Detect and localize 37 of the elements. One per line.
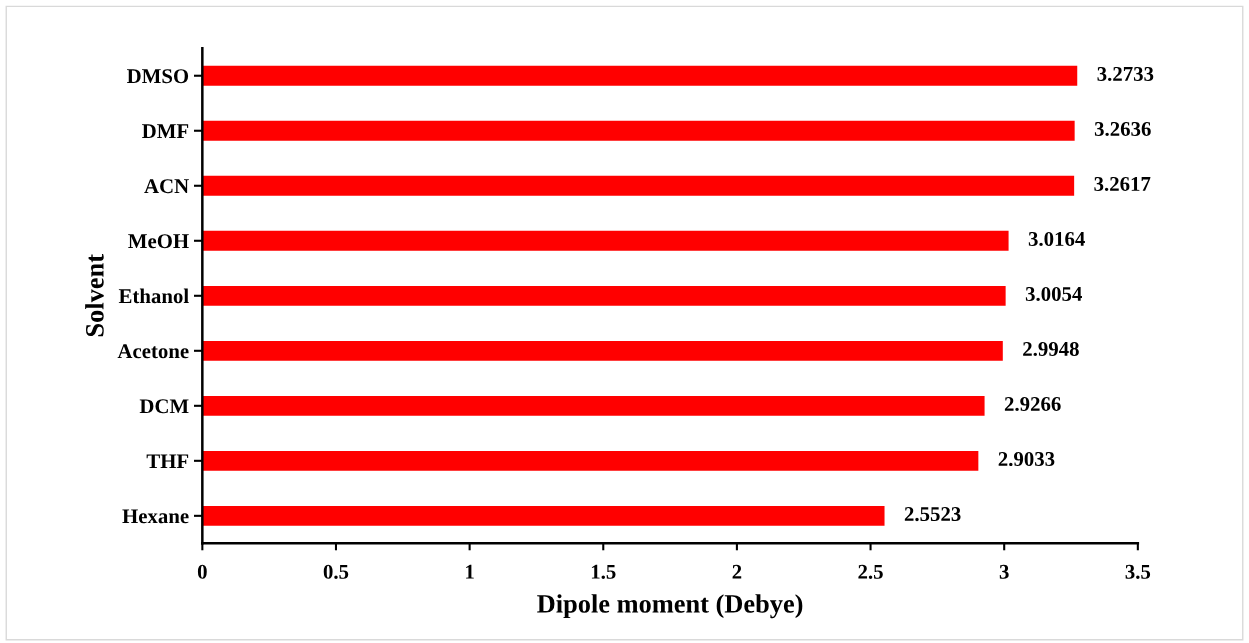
y-tick-label: DMF [142, 124, 189, 139]
data-label: 3.2733 [1097, 66, 1154, 82]
bar [202, 395, 985, 416]
x-tick-label: 1.5 [591, 564, 616, 579]
y-tick-label: Hexane [122, 509, 189, 524]
x-tick-label: 3.5 [1125, 564, 1151, 579]
x-axis-title: Dipole moment (Debye) [537, 594, 803, 619]
y-tick-label: DCM [139, 399, 189, 414]
bar [202, 450, 979, 471]
data-label: 3.2617 [1094, 176, 1151, 192]
data-label: 3.2636 [1094, 121, 1151, 137]
bar [202, 65, 1078, 86]
y-tick-label: DMSO [127, 69, 189, 84]
y-tick-label: ACN [144, 179, 189, 194]
data-label: 3.0054 [1025, 286, 1082, 302]
y-axis-title: Solvent [85, 254, 104, 337]
data-label: 2.9033 [998, 451, 1055, 467]
y-tick-label: THF [146, 454, 189, 469]
data-label: 2.9266 [1004, 397, 1061, 412]
x-tick-label: 0.5 [323, 564, 349, 579]
bar [202, 230, 1009, 251]
data-label: 3.0164 [1028, 231, 1085, 247]
x-tick-label: 1 [466, 564, 474, 579]
x-tick-label: 0 [197, 564, 207, 579]
bar [202, 285, 1006, 306]
bar [202, 175, 1075, 196]
data-label: 2.9948 [1023, 341, 1079, 357]
x-tick-label: 3 [999, 564, 1009, 579]
y-tick-label: MeOH [128, 234, 189, 249]
bar [202, 340, 1003, 361]
x-tick-label: 2 [732, 564, 742, 579]
y-tick-label: Acetone [117, 344, 189, 359]
data-label: 2.5523 [904, 507, 961, 522]
x-tick-label: 2.5 [858, 564, 883, 579]
y-tick-label: Ethanol [118, 288, 189, 304]
bar [202, 505, 885, 526]
bar [202, 120, 1075, 141]
